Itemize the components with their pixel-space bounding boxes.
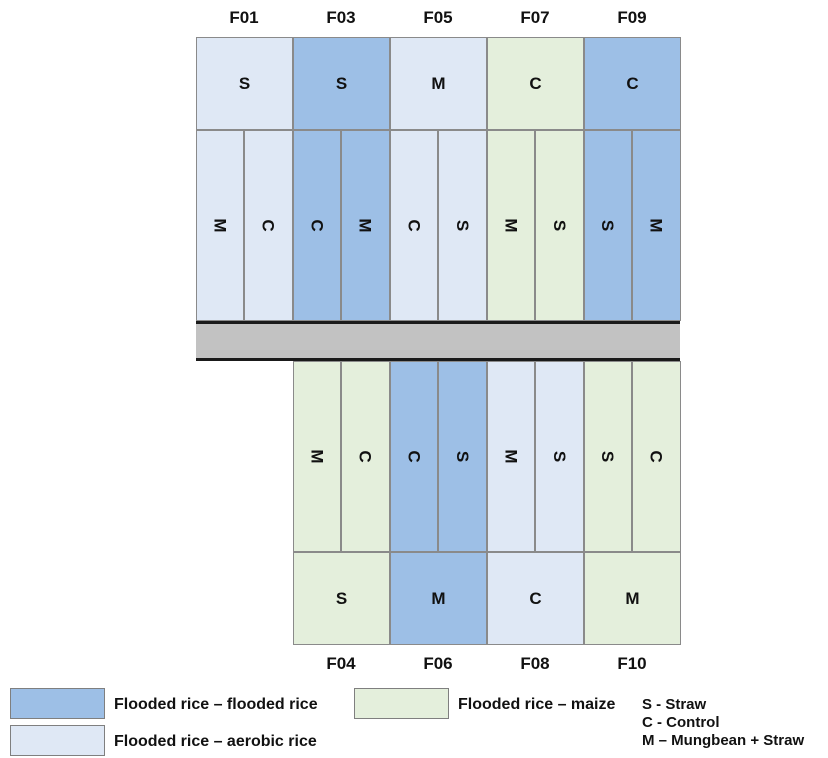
main-plot-f03: S xyxy=(293,37,390,130)
main-plot-f10: M xyxy=(584,552,681,645)
road-strip xyxy=(196,321,680,361)
subplot-label: S xyxy=(598,219,618,232)
main-plot-label: C xyxy=(529,73,542,93)
main-plot-label: C xyxy=(626,73,639,93)
plot-id-f06: F06 xyxy=(423,654,453,673)
key-straw: S - Straw xyxy=(642,696,707,713)
plot-id-f09: F09 xyxy=(617,8,647,27)
subplot-label: C xyxy=(259,219,278,232)
subplot-label: C xyxy=(404,219,424,232)
subplot-label: C xyxy=(307,219,327,232)
subplot-f10-1: S xyxy=(584,361,632,552)
main-plot-label: S xyxy=(335,73,348,93)
main-plot-f01: S xyxy=(196,37,293,130)
subplot-f10-2: C xyxy=(632,361,681,552)
subplot-f08-2: S xyxy=(535,361,584,552)
subplot-label: M xyxy=(355,218,375,233)
legend-swatch-flooded-maize xyxy=(354,688,449,719)
main-plot-label: M xyxy=(431,73,446,93)
subplot-f06-2: S xyxy=(438,361,487,552)
subplot-f01-1: M xyxy=(196,130,244,321)
subplot-label: M xyxy=(646,218,666,233)
subplot-label: S xyxy=(453,219,472,232)
subplot-f07-1: M xyxy=(487,130,535,321)
subplot-label: M xyxy=(501,218,521,233)
subplot-f01-2: C xyxy=(244,130,293,321)
main-plot-f07: C xyxy=(487,37,584,130)
legend-label-flooded-aerobic: Flooded rice – aerobic rice xyxy=(114,733,317,750)
plot-id-f05: F05 xyxy=(423,8,453,27)
main-plot-f04: S xyxy=(293,552,390,645)
subplot-label: S xyxy=(453,450,472,463)
main-plot-f09: C xyxy=(584,37,681,130)
plot-id-f07: F07 xyxy=(520,8,550,27)
main-plot-f06: M xyxy=(390,552,487,645)
subplot-f04-1: M xyxy=(293,361,341,552)
subplot-f03-1: C xyxy=(293,130,341,321)
legend-label-flooded-flooded: Flooded rice – flooded rice xyxy=(114,696,318,713)
plot-id-f01: F01 xyxy=(229,8,259,27)
subplot-label: M xyxy=(501,449,521,464)
main-plot-label: M xyxy=(625,588,640,608)
subplot-f09-1: S xyxy=(584,130,632,321)
subplot-f08-1: M xyxy=(487,361,535,552)
subplot-f05-2: S xyxy=(438,130,487,321)
subplot-f06-1: C xyxy=(390,361,438,552)
key-control: C - Control xyxy=(642,714,720,731)
main-plot-label: C xyxy=(529,588,542,608)
legend-label-flooded-maize: Flooded rice – maize xyxy=(458,696,616,713)
subplot-f09-2: M xyxy=(632,130,681,321)
subplot-f04-2: C xyxy=(341,361,390,552)
subplot-f05-1: C xyxy=(390,130,438,321)
main-plot-f05: M xyxy=(390,37,487,130)
plot-id-f04: F04 xyxy=(326,654,356,673)
subplot-f07-2: S xyxy=(535,130,584,321)
key-mungbean-straw: M – Mungbean + Straw xyxy=(642,732,805,749)
subplot-f03-2: M xyxy=(341,130,390,321)
main-plot-label: S xyxy=(238,73,251,93)
plot-id-f08: F08 xyxy=(520,654,550,673)
plot-id-f10: F10 xyxy=(617,654,647,673)
main-plot-label: M xyxy=(431,588,446,608)
subplot-label: M xyxy=(210,218,230,233)
main-plot-label: S xyxy=(335,588,348,608)
subplot-label: S xyxy=(598,450,618,463)
subplot-label: S xyxy=(550,450,569,463)
legend-swatch-flooded-aerobic xyxy=(10,725,105,756)
subplot-label: M xyxy=(307,449,327,464)
subplot-label: C xyxy=(404,450,424,463)
subplot-label: S xyxy=(550,219,569,232)
plot-id-f03: F03 xyxy=(326,8,356,27)
legend-swatch-flooded-flooded xyxy=(10,688,105,719)
main-plot-f08: C xyxy=(487,552,584,645)
subplot-label: C xyxy=(356,450,375,463)
subplot-label: C xyxy=(647,450,666,463)
